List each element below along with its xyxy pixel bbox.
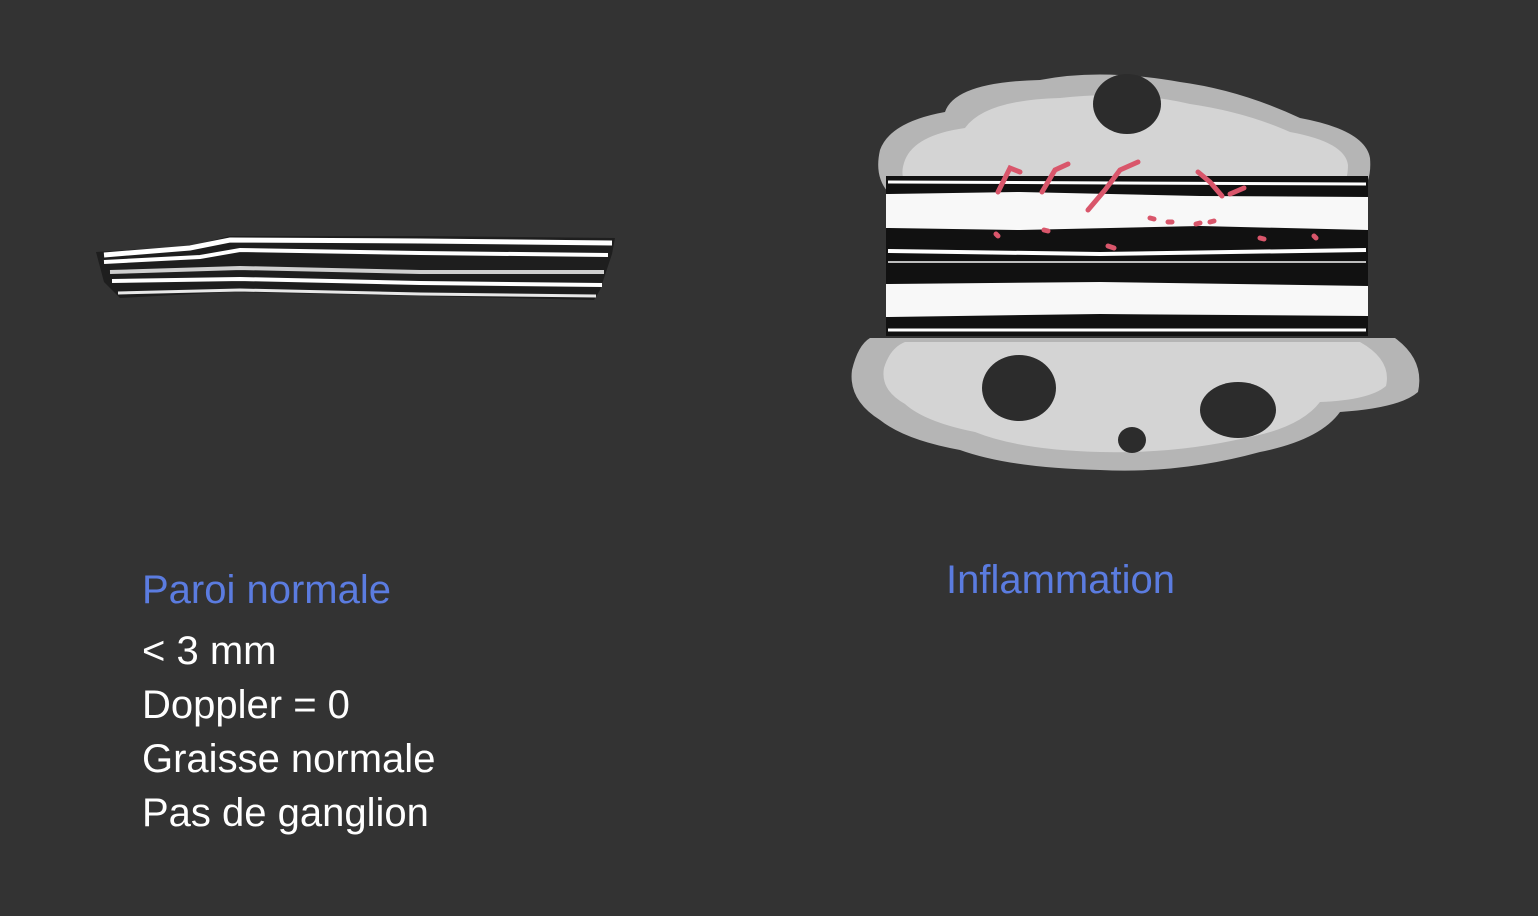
wall-band-1	[886, 192, 1368, 230]
normal-wall-layer-5	[117, 288, 597, 298]
fact-thickness: < 3 mm	[142, 629, 277, 673]
normal-wall-facts: < 3 mm Doppler = 0 Graisse normale Pas d…	[142, 624, 435, 840]
wall-band-thin	[887, 248, 1367, 257]
wall-band-top-thin	[887, 180, 1367, 186]
upper-fat	[878, 74, 1371, 192]
vessel-dots	[993, 215, 1319, 251]
lower-lymph-node-small	[1118, 427, 1146, 453]
inflammation-title: Inflammation	[946, 558, 1175, 602]
vessel-3	[1085, 159, 1141, 213]
thickened-wall	[886, 176, 1368, 336]
normal-wall-title: Paroi normale	[142, 568, 392, 612]
upper-fat-inner	[902, 95, 1348, 188]
vessel-1	[995, 164, 1023, 195]
normal-wall-layer-4	[111, 276, 603, 287]
hyperemia-vessels	[993, 159, 1319, 251]
normal-wall-illustration	[96, 236, 615, 300]
normal-wall-layer-2	[103, 247, 609, 264]
normal-wall-layer-1	[103, 237, 613, 258]
lower-lymph-node-right	[1200, 382, 1276, 438]
lower-lymph-node-left	[982, 355, 1056, 421]
fact-doppler: Doppler = 0	[142, 683, 350, 727]
wall-band-2	[886, 282, 1368, 317]
vessel-2	[1039, 161, 1071, 195]
vessel-5	[1227, 185, 1247, 197]
upper-lymph-node	[1093, 74, 1161, 134]
fact-fat: Graisse normale	[142, 737, 436, 781]
fact-lymph-node: Pas de ganglion	[142, 791, 429, 835]
lower-fat	[851, 338, 1420, 471]
vessel-4	[1195, 169, 1225, 199]
inflammation-illustration	[851, 74, 1420, 471]
normal-wall-layer-3	[109, 265, 604, 274]
